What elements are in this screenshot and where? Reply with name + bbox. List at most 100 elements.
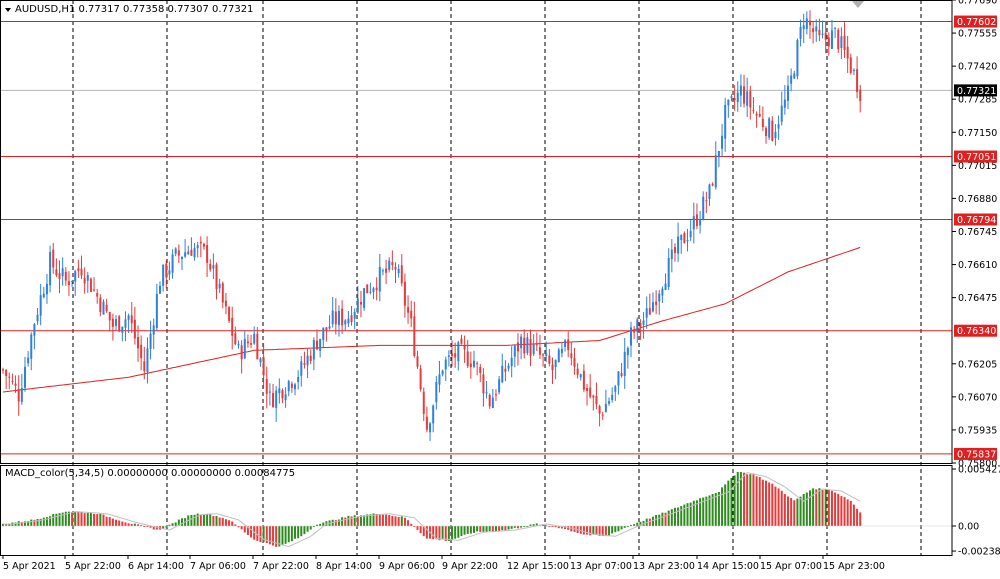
macd-bar [520,526,523,528]
candle-body [140,344,143,359]
macd-bar [476,526,479,532]
candle-body [309,355,312,361]
candle-body [611,394,614,400]
macd-bar [485,526,488,532]
macd-bar [466,526,469,534]
current-price-label: 0.77321 [957,86,996,97]
macd-bar [350,516,353,527]
candle-body [347,318,350,324]
macd-bar [250,526,253,538]
candle-body [758,114,761,117]
candle-body [516,342,519,352]
macd-bar [435,526,438,540]
macd-bar [444,526,447,541]
macd-bar [237,526,240,528]
candle-body [394,266,397,270]
candle-body [180,257,183,260]
macd-bar [316,524,318,527]
candle-body [265,378,268,394]
macd-bar [49,516,52,527]
candle-body [560,348,563,354]
candle-body [369,291,372,293]
candle-body [331,310,334,325]
macd-bar [366,514,369,527]
dropdown-arrow-icon[interactable] [5,8,11,12]
macd-bar [152,526,155,530]
level-tag [954,15,997,28]
candle-body [202,243,205,247]
macd-bar [589,526,592,536]
candle-body [538,347,541,355]
macd-bar [796,498,799,527]
candle-body [20,388,23,402]
candle-body [432,405,435,424]
macd-bar [655,514,658,527]
macd-bar [598,526,601,536]
candle-body [300,361,303,376]
macd-bar [438,526,441,541]
candle-body [341,308,344,326]
candle-body [645,308,648,318]
macd-bar [262,526,265,543]
scroll-indicator-icon[interactable] [852,1,864,8]
candle-body [485,392,488,394]
candle-body [93,289,96,291]
macd-tick-label: 0.00 [958,522,979,533]
candle-body [733,98,736,101]
macd-bar [155,526,158,530]
macd-bar [774,486,777,527]
macd-bar [287,526,290,543]
candle-body [177,250,180,256]
candle-body [840,36,843,49]
candle-body [152,325,155,335]
level-tag-label: 0.75837 [957,449,996,460]
macd-bar [460,526,463,537]
candle-body [2,369,4,371]
candle-body [808,20,811,26]
candle-body [441,370,444,375]
candle-body [429,423,432,433]
candle-body [447,355,450,357]
time-tick-label: 15 Apr 07:00 [760,561,822,572]
candle-body [699,218,702,226]
candle-body [702,196,705,220]
candle-body [111,318,114,327]
candle-body [507,365,510,369]
candle-body [695,214,698,227]
candle-body [494,394,497,396]
candle-body [651,302,654,312]
candle-body [714,155,717,188]
macd-bar [604,526,607,537]
macd-bar [215,515,218,527]
macd-bar [661,512,664,527]
candle-body [680,234,683,241]
candle-body [39,295,42,316]
candle-body [259,358,262,363]
candle-body [473,360,475,367]
candle-body [212,265,215,269]
candle-body [413,316,416,356]
macd-bar [787,496,789,527]
candle-body [228,307,231,321]
macd-bar [790,498,793,527]
macd-bar [253,526,256,540]
macd-bar [620,526,623,530]
macd-bar [457,526,460,538]
macd-bar [27,521,30,527]
candle-body [312,340,315,360]
macd-bar [617,526,620,532]
macd-bar [799,496,802,527]
candle-body [165,263,168,278]
candle-body [425,416,428,430]
macd-bar [626,526,629,528]
candle-body [705,200,708,202]
macd-bar [557,526,560,529]
candle-body [673,247,676,253]
candle-body [777,124,780,129]
price-tick-label: 0.76475 [958,293,997,304]
macd-bar [771,483,774,527]
candle-body [366,284,369,294]
macd-bar [824,489,827,527]
macd-bar [488,526,491,532]
candle-body [221,283,224,303]
